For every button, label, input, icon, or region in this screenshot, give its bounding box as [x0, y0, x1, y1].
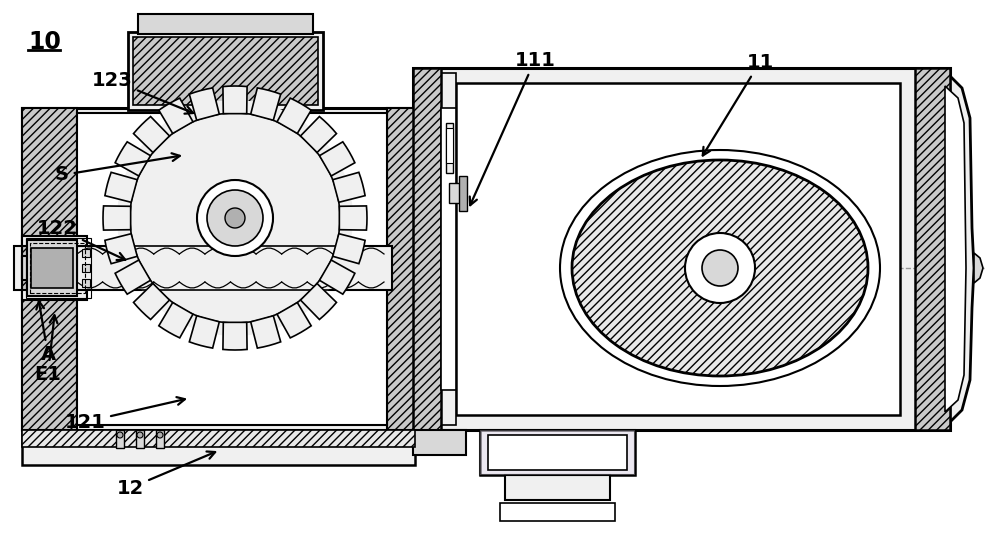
Bar — [156, 430, 164, 448]
Polygon shape — [103, 206, 131, 230]
Polygon shape — [159, 98, 193, 133]
Polygon shape — [159, 302, 193, 338]
Text: 121: 121 — [65, 397, 185, 431]
Bar — [505, 475, 610, 500]
Bar — [82, 264, 90, 272]
Bar — [413, 430, 466, 455]
Bar — [915, 68, 950, 430]
Polygon shape — [301, 117, 336, 152]
Circle shape — [137, 432, 143, 438]
Bar — [480, 430, 635, 475]
Bar — [441, 73, 456, 425]
Polygon shape — [115, 260, 150, 294]
Text: 12: 12 — [116, 451, 215, 498]
Polygon shape — [251, 88, 281, 120]
Polygon shape — [950, 76, 974, 422]
Bar — [446, 123, 453, 173]
Bar — [82, 279, 90, 287]
Polygon shape — [14, 236, 87, 300]
Bar — [488, 435, 627, 470]
Polygon shape — [105, 172, 137, 202]
Bar — [26, 238, 91, 298]
Bar — [138, 14, 313, 34]
Bar — [116, 430, 124, 448]
Polygon shape — [301, 283, 336, 319]
Bar — [22, 108, 415, 430]
Polygon shape — [945, 86, 966, 412]
Polygon shape — [134, 283, 169, 319]
Polygon shape — [115, 142, 150, 176]
Bar — [413, 68, 950, 430]
Text: 11: 11 — [703, 53, 774, 156]
Bar — [22, 430, 415, 447]
Bar — [500, 503, 615, 521]
Bar — [480, 430, 635, 475]
Polygon shape — [974, 253, 983, 283]
Text: S: S — [55, 153, 180, 184]
Bar — [387, 108, 415, 430]
Polygon shape — [105, 234, 137, 264]
Bar — [446, 128, 453, 163]
Circle shape — [197, 180, 273, 256]
Bar — [82, 249, 90, 257]
Circle shape — [117, 432, 123, 438]
Polygon shape — [134, 117, 169, 152]
Text: 123: 123 — [92, 70, 193, 114]
Bar — [72, 246, 392, 290]
Polygon shape — [277, 98, 311, 133]
Circle shape — [130, 113, 340, 323]
Text: A: A — [36, 301, 56, 365]
Bar — [456, 83, 900, 415]
Bar — [77, 113, 387, 425]
Bar — [27, 240, 77, 296]
Bar — [31, 248, 73, 288]
Circle shape — [225, 208, 245, 228]
Polygon shape — [339, 206, 367, 230]
Polygon shape — [333, 234, 365, 264]
Circle shape — [157, 432, 163, 438]
Text: 10: 10 — [28, 30, 61, 54]
Circle shape — [117, 100, 353, 336]
Polygon shape — [277, 302, 311, 338]
Bar — [22, 108, 77, 430]
Bar — [128, 32, 323, 110]
Bar — [136, 430, 144, 448]
Bar — [22, 430, 415, 465]
Bar — [133, 37, 318, 105]
Bar — [22, 256, 77, 280]
Circle shape — [702, 250, 738, 286]
Polygon shape — [223, 322, 247, 350]
Polygon shape — [333, 172, 365, 202]
Polygon shape — [320, 142, 355, 176]
Ellipse shape — [572, 160, 868, 376]
Circle shape — [685, 233, 755, 303]
Polygon shape — [320, 260, 355, 294]
Polygon shape — [251, 316, 281, 348]
Polygon shape — [441, 108, 456, 390]
Circle shape — [207, 190, 263, 246]
Bar — [413, 68, 441, 430]
Text: 111: 111 — [470, 50, 555, 205]
Text: E1: E1 — [35, 315, 61, 384]
Bar — [459, 176, 467, 211]
Polygon shape — [189, 316, 219, 348]
Bar — [30, 243, 85, 293]
Text: 122: 122 — [37, 218, 125, 260]
Polygon shape — [189, 88, 219, 120]
Polygon shape — [223, 86, 247, 114]
Bar — [449, 183, 461, 203]
